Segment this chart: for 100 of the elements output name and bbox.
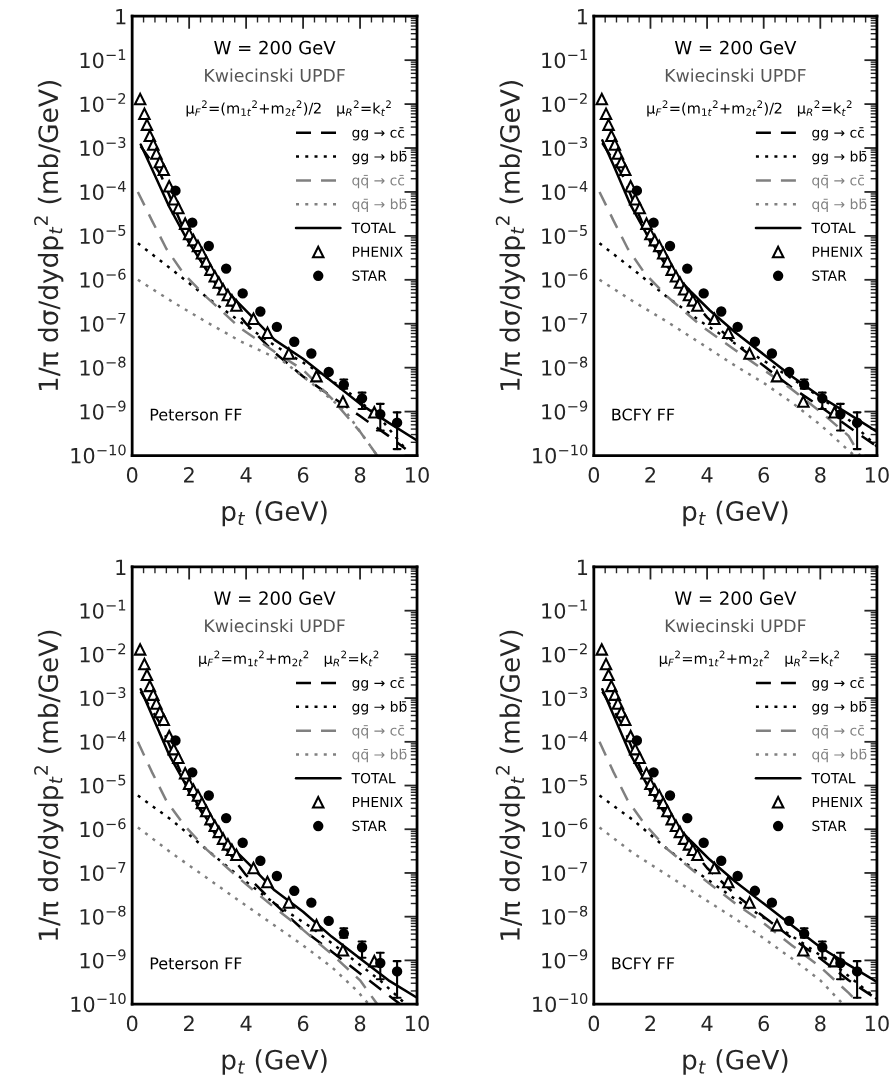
annotation: Peterson FF	[150, 408, 242, 421]
legend-label: TOTAL	[811, 222, 856, 234]
legend-label: gg → cc̄	[352, 127, 405, 141]
x-tick-label: 10	[406, 467, 429, 483]
y-tick-label: 10$^{−8}$	[542, 905, 588, 925]
x-tick-label: 4	[240, 467, 252, 483]
x-tick-label: 2	[645, 1015, 655, 1032]
x-tick-label: 10	[865, 467, 889, 483]
x-tick-label: 4	[701, 467, 713, 483]
x-axis-title: p$_{t}$ (GeV)	[683, 500, 788, 527]
legend-label: TOTAL	[351, 222, 396, 234]
x-tick-label: 8	[815, 467, 826, 483]
legend-label: PHENIX	[352, 246, 403, 257]
x-tick-label: 4	[701, 1015, 713, 1032]
annotation: BCFY FF	[612, 957, 675, 970]
y-tick-label: 1	[578, 8, 588, 25]
y-tick-label: 10$^{−2}$	[542, 643, 587, 663]
y-tick-label: 10$^{−3}$	[80, 687, 126, 707]
y-axis-title: 1/π dσ/dydp$_{t}$$^{2}$ (mb/GeV)	[495, 81, 526, 391]
y-tick-label: 1	[116, 8, 126, 25]
legend-label: PHENIX	[352, 796, 403, 808]
y-tick-label: 10$^{−2}$	[80, 643, 126, 663]
y-tick-label: 10$^{−10}$	[71, 993, 126, 1013]
x-tick-label: 10	[406, 1015, 429, 1032]
legend-label: qq̄ → cc̄	[812, 725, 864, 739]
annotation: Kwiecinski UPDF	[665, 68, 806, 82]
y-tick-label: 10$^{−9}$	[80, 400, 126, 420]
legend-label: gg → cc̄	[812, 127, 864, 141]
y-tick-label: 10$^{−1}$	[542, 49, 587, 69]
y-tick-label: 10$^{−9}$	[542, 400, 588, 420]
y-axis-title: 1/π dσ/dydp$_{t}$$^{2}$ (mb/GeV)	[34, 81, 64, 391]
text: μ$_{F}$$^{2}$=(m$_{1t}$$^{2}$+m$_{2t}$$^{2}$)/2 μ$_{R}$$^{2}$=k$_{t}$$^{2}$	[647, 100, 852, 117]
legend-label: qq̄ → cc̄	[352, 174, 405, 189]
legend-label: STAR	[352, 270, 387, 281]
y-tick-label: 10$^{−10}$	[71, 444, 126, 464]
legend-label: TOTAL	[351, 772, 396, 784]
text: μ$_{F}$$^{2}$=m$_{1t}$$^{2}$+m$_{2t}$$^{2}$ μ$_{R}$$^{2}$=k$_{t}$$^{2}$	[659, 650, 839, 667]
annotation: W = 200 GeV	[674, 591, 797, 605]
y-tick-label: 10$^{−6}$	[542, 818, 588, 838]
x-tick-label: 2	[184, 1015, 194, 1032]
legend-label: STAR	[812, 820, 847, 832]
legend-label: STAR	[812, 270, 847, 281]
x-tick-label: 2	[645, 467, 655, 483]
annotation: Kwiecinski UPDF	[205, 68, 345, 82]
y-tick-label: 10$^{−6}$	[80, 818, 126, 838]
y-tick-label: 10$^{−7}$	[80, 312, 126, 332]
x-tick-label: 6	[297, 1015, 309, 1032]
y-tick-label: 10$^{−10}$	[533, 444, 588, 464]
y-tick-label: 10$^{−5}$	[80, 225, 126, 244]
legend-label: gg → bb̄	[812, 150, 867, 165]
legend-label: gg → bb̄	[352, 150, 407, 165]
legend-label: gg → bb̄	[812, 701, 867, 715]
legend-label: qq̄ → bb̄	[812, 198, 867, 213]
y-tick-label: 10$^{−4}$	[542, 181, 588, 201]
annotation: BCFY FF	[612, 408, 675, 421]
x-tick-label: 10	[865, 1015, 889, 1032]
legend-label: PHENIX	[812, 246, 863, 257]
y-tick-label: 1	[578, 559, 588, 575]
legend-label: gg → cc̄	[812, 677, 864, 691]
y-tick-label: 10$^{−8}$	[80, 905, 126, 925]
x-tick-label: 4	[240, 1015, 252, 1032]
y-tick-label: 10$^{−1}$	[80, 599, 126, 619]
y-tick-label: 10$^{−6}$	[80, 268, 126, 288]
x-tick-label: 0	[588, 467, 600, 483]
y-tick-label: 10$^{−9}$	[80, 949, 126, 969]
legend-label: qq̄ → cc̄	[352, 725, 405, 739]
y-axis-title: 1/π dσ/dydp$_{t}$$^{2}$ (mb/GeV)	[34, 630, 64, 940]
legend-label: qq̄ → cc̄	[812, 174, 864, 189]
y-tick-label: 10$^{−5}$	[542, 225, 587, 244]
x-axis-title: p$_{t}$ (GeV)	[683, 1049, 788, 1075]
y-tick-label: 10$^{−1}$	[542, 599, 587, 619]
x-tick-label: 8	[815, 1015, 826, 1032]
x-tick-label: 8	[354, 1015, 366, 1032]
annotation: W = 200 GeV	[674, 40, 797, 55]
x-tick-label: 2	[184, 467, 194, 483]
x-tick-label: 0	[126, 467, 138, 483]
y-tick-label: 10$^{−10}$	[533, 993, 588, 1013]
y-tick-label: 10$^{−2}$	[542, 93, 587, 113]
y-tick-label: 10$^{−4}$	[80, 730, 126, 750]
annotation: Peterson FF	[150, 957, 242, 970]
text: μ$_{F}$$^{2}$=(m$_{1t}$$^{2}$+m$_{2t}$$^{2}$)/2 μ$_{R}$$^{2}$=k$_{t}$$^{2}$	[186, 100, 391, 117]
legend-label: STAR	[352, 820, 387, 832]
y-tick-label: 10$^{−3}$	[542, 687, 588, 707]
text: μ$_{F}$$^{2}$=m$_{1t}$$^{2}$+m$_{2t}$$^{2}$ μ$_{R}$$^{2}$=k$_{t}$$^{2}$	[199, 650, 379, 667]
y-tick-label: 10$^{−3}$	[542, 136, 588, 157]
y-tick-label: 10$^{−6}$	[542, 268, 588, 288]
annotation: W = 200 GeV	[214, 40, 336, 55]
y-tick-label: 10$^{−8}$	[80, 356, 126, 376]
y-tick-label: 10$^{−1}$	[80, 49, 126, 69]
y-tick-label: 10$^{−7}$	[542, 312, 587, 332]
legend-label: qq̄ → bb̄	[352, 748, 407, 763]
x-tick-label: 0	[588, 1015, 600, 1032]
legend-label: TOTAL	[811, 772, 856, 784]
y-tick-label: 10$^{−4}$	[80, 181, 126, 201]
legend-label: qq̄ → bb̄	[812, 748, 867, 763]
y-tick-label: 10$^{−9}$	[542, 949, 588, 969]
annotation: Kwiecinski UPDF	[205, 618, 345, 633]
y-tick-label: 10$^{−3}$	[80, 136, 126, 157]
y-tick-label: 10$^{−7}$	[542, 862, 587, 882]
legend-label: qq̄ → bb̄	[352, 198, 407, 213]
